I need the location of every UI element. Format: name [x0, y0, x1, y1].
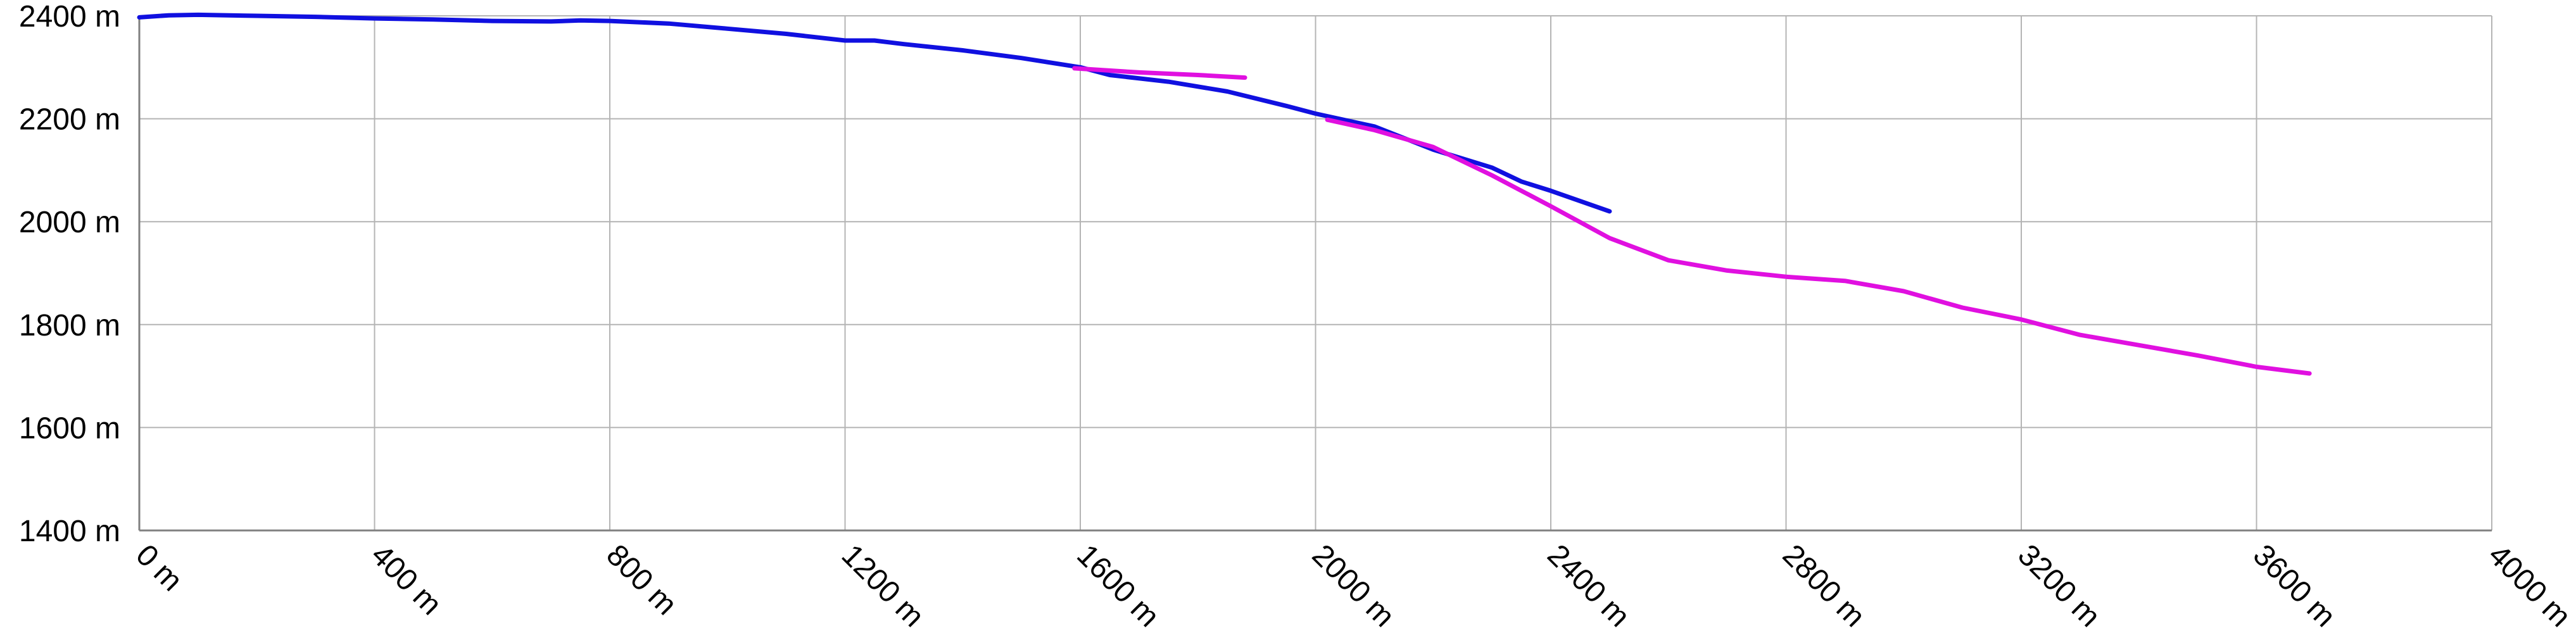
series-line-1: [137, 12, 1612, 214]
x-tick-label: 4000 m: [2482, 538, 2576, 633]
x-tick-label: 2400 m: [1541, 538, 1636, 633]
y-tick-label: 1800 m: [19, 309, 120, 342]
x-tick-label: 1600 m: [1070, 538, 1166, 633]
y-tick-label: 1400 m: [19, 515, 120, 548]
x-tick-label: 3200 m: [2011, 538, 2107, 633]
x-tick-label: 2800 m: [1776, 538, 1872, 633]
y-tick-label: 2400 m: [19, 0, 120, 34]
series-line-2: [1072, 66, 2312, 376]
y-tick-label: 2200 m: [19, 103, 120, 137]
x-tick-label: 2000 m: [1306, 538, 1401, 633]
x-tick-label: 3600 m: [2247, 538, 2342, 633]
x-tick-label: 0 m: [129, 538, 189, 598]
x-tick-label: 1200 m: [835, 538, 931, 633]
x-tick-label: 400 m: [365, 538, 448, 622]
y-tick-label: 2000 m: [19, 206, 120, 239]
y-tick-label: 1600 m: [19, 411, 120, 445]
x-tick-label: 800 m: [600, 538, 683, 622]
